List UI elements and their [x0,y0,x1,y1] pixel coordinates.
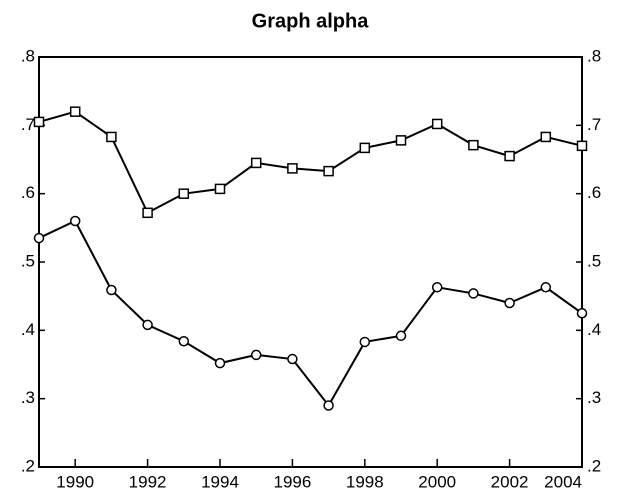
x-tick-label: 2002 [491,472,529,491]
marker [106,284,117,296]
marker [142,207,153,219]
marker [576,140,588,152]
y2-tick-label: .7 [587,115,601,134]
x-tick-label: 1990 [56,472,94,491]
marker [214,357,226,369]
y-tick-label: .5 [21,251,35,270]
marker [395,330,407,342]
y2-tick-label: .4 [587,320,601,339]
y2-tick-label: .2 [587,456,601,475]
marker [323,165,334,177]
x-tick-label: 1992 [129,472,167,491]
marker [33,232,45,244]
marker [69,215,81,227]
y-tick-label: .2 [21,456,35,475]
series-line [38,219,583,408]
y-tick-label: .8 [21,46,35,65]
marker [431,118,443,130]
marker [250,349,262,361]
x-tick-label: 1998 [346,472,384,491]
marker [214,183,226,195]
marker [178,188,190,199]
x-tick-label: 2000 [418,472,456,491]
marker [323,400,334,411]
marker [540,131,552,143]
marker [431,282,443,293]
y-tick-label: .3 [21,388,35,407]
marker [468,139,479,151]
marker [359,142,371,154]
x-tick-label: 1996 [273,472,311,491]
plot-frame [38,56,583,468]
y2-tick-label: .5 [587,251,601,270]
y-tick-label: .7 [21,115,35,134]
marker [576,308,588,319]
y-tick-label: .4 [21,320,35,339]
y2-tick-label: .6 [587,183,601,202]
marker [250,157,262,169]
marker [69,106,81,117]
marker [504,150,515,162]
chart-title: Graph alpha [252,10,370,32]
marker [142,319,153,331]
marker [287,163,298,174]
marker [468,288,479,299]
marker [33,116,45,128]
series-line [38,110,583,215]
marker [540,282,552,293]
marker [504,297,515,309]
marker [106,131,117,143]
x-tick-label: 2004 [544,472,582,491]
marker [395,135,407,146]
y2-tick-label: .8 [587,46,601,65]
y-tick-label: .6 [21,183,35,202]
marker [359,336,371,348]
x-tick-label: 1994 [201,472,239,491]
marker [178,336,190,347]
y2-tick-label: .3 [587,388,601,407]
marker [287,353,298,365]
